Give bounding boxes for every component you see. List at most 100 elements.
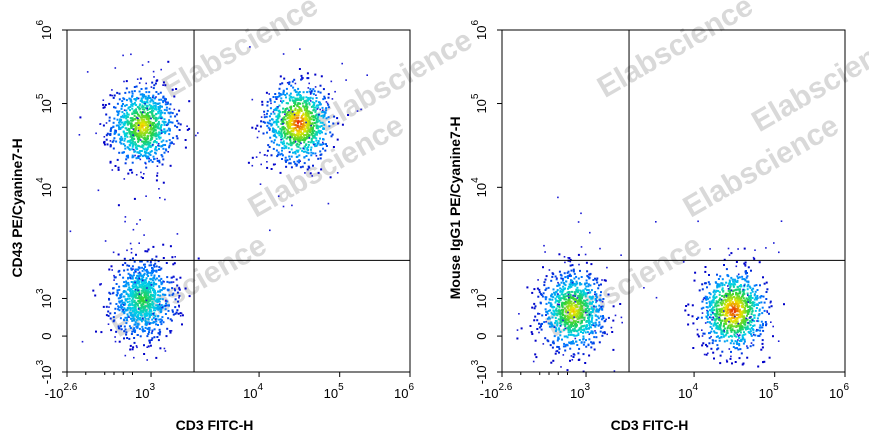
event-dot (724, 292, 727, 295)
event-dot (574, 337, 577, 340)
event-dot (140, 318, 142, 321)
event-dot (582, 290, 585, 293)
event-dot (289, 131, 292, 134)
event-dot (717, 285, 720, 288)
event-dot (149, 159, 152, 162)
event-dot (345, 79, 347, 81)
event-dot (761, 306, 764, 309)
event-dot (139, 116, 142, 119)
event-dot (152, 317, 155, 319)
event-dot (133, 293, 136, 296)
event-dot (533, 307, 536, 310)
event-dot (134, 288, 137, 291)
event-dot (573, 282, 576, 285)
event-dot (587, 309, 590, 312)
event-dot (130, 251, 133, 254)
event-dot (712, 306, 714, 309)
event-dot (144, 296, 147, 299)
event-dot (143, 273, 145, 276)
event-dot (692, 347, 695, 349)
event-dot (151, 330, 153, 333)
event-dot (135, 288, 138, 291)
event-dot (312, 116, 315, 119)
event-dot (277, 106, 279, 108)
event-dot (591, 314, 594, 317)
event-dot (575, 298, 577, 301)
event-dot (121, 125, 124, 128)
event-dot (546, 312, 549, 315)
event-dot (157, 314, 160, 317)
event-dot (733, 334, 736, 337)
event-dot (129, 308, 132, 311)
event-dot (294, 97, 297, 100)
event-dot (716, 309, 718, 312)
event-dot (251, 156, 254, 159)
event-dot (734, 318, 737, 321)
event-dot (291, 99, 294, 102)
event-dot (724, 314, 727, 317)
event-dot (562, 354, 565, 356)
event-dot (153, 76, 155, 78)
event-dot (129, 258, 132, 261)
event-dot (736, 324, 739, 327)
event-dot (314, 73, 317, 76)
event-dot (152, 100, 155, 103)
event-dot (718, 339, 721, 342)
event-dot (138, 104, 141, 107)
event-dot (310, 138, 313, 141)
event-dot (297, 132, 300, 135)
event-dot (309, 131, 312, 134)
event-dot (299, 160, 301, 162)
event-dot (547, 286, 550, 289)
event-dot (581, 305, 584, 308)
event-dot (317, 104, 319, 107)
event-dot (594, 330, 596, 332)
event-dot (714, 302, 717, 305)
event-dot (545, 296, 548, 299)
event-dot (741, 315, 744, 318)
event-dot (95, 132, 97, 135)
event-dot (720, 304, 723, 307)
event-dot (595, 294, 598, 297)
event-dot (725, 307, 727, 310)
event-dot (716, 312, 719, 315)
event-dot (136, 297, 139, 300)
event-dot (146, 104, 148, 107)
event-dot (574, 310, 577, 313)
event-dot (281, 147, 284, 149)
event-dot (740, 300, 743, 303)
event-dot (753, 294, 756, 297)
event-dot (735, 317, 738, 320)
event-dot (144, 95, 147, 98)
event-dot (322, 143, 325, 145)
event-dot (153, 336, 156, 339)
event-dot (158, 303, 161, 305)
event-dot (151, 337, 154, 340)
event-dot (266, 161, 268, 163)
event-dot (534, 339, 537, 342)
event-dot (277, 195, 280, 197)
event-dot (109, 94, 112, 97)
event-dot (730, 330, 733, 333)
event-dot (107, 314, 110, 317)
event-dot (734, 322, 737, 325)
event-dot (596, 315, 599, 318)
event-dot (165, 101, 167, 103)
event-dot (568, 298, 571, 301)
event-dot (153, 294, 156, 297)
event-dot (598, 341, 601, 344)
event-dot (148, 328, 151, 331)
event-dot (139, 145, 142, 148)
event-dot (753, 324, 756, 327)
event-dot (147, 142, 150, 145)
event-dot (146, 107, 148, 110)
event-dot (118, 269, 121, 272)
event-dot (317, 142, 320, 145)
event-dot (131, 304, 134, 307)
event-dot (312, 88, 315, 91)
event-dot (520, 327, 523, 330)
event-dot (137, 311, 140, 314)
event-dot (298, 111, 301, 114)
event-dot (576, 330, 578, 333)
event-dot (578, 347, 581, 350)
